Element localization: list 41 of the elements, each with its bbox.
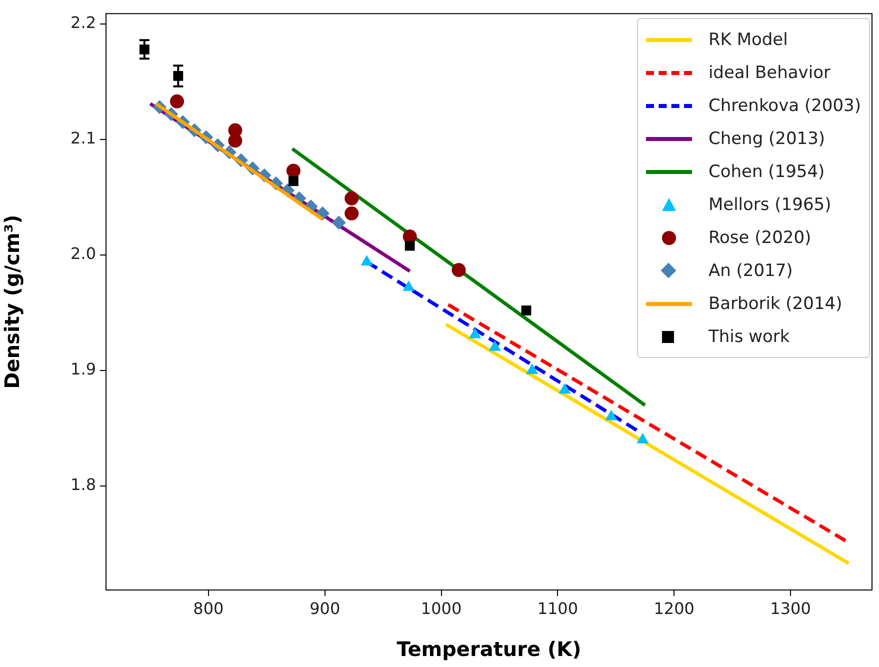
point: [344, 206, 359, 220]
point: [288, 176, 298, 186]
x-tick-label: 1300: [770, 598, 811, 618]
x-tick-label: 900: [310, 598, 340, 618]
x-tick-label: 1200: [654, 598, 694, 618]
x-tick-label: 1100: [537, 598, 578, 618]
point: [170, 94, 184, 108]
point: [402, 280, 415, 291]
legend-label: Rose (2020): [708, 228, 812, 248]
point: [521, 306, 532, 316]
y-tick-label: 2.1: [70, 128, 96, 148]
legend-label: Cheng (2013): [708, 128, 826, 148]
point: [286, 164, 300, 178]
legend-label: This work: [708, 326, 790, 346]
point: [558, 383, 571, 394]
legend-label: An (2017): [708, 260, 793, 280]
point: [344, 191, 359, 206]
point: [404, 240, 415, 251]
legend-label: ideal Behavior: [708, 62, 830, 82]
y-tick-label: 2.0: [70, 244, 96, 264]
legend-label: Chrenkova (2003): [708, 96, 861, 116]
y-axis-title: Density (g/cm³): [0, 214, 24, 389]
point: [636, 432, 649, 444]
x-tick-label: 800: [193, 598, 224, 618]
legend-label: Cohen (1954): [708, 162, 825, 182]
y-tick-label: 2.2: [70, 13, 96, 32]
point: [360, 254, 373, 266]
point: [605, 410, 618, 420]
point: [452, 263, 466, 278]
legend-label: RK Model: [708, 30, 788, 50]
point: [526, 364, 538, 374]
point: [468, 328, 482, 338]
x-tick-label: 1000: [420, 598, 462, 618]
y-tick-label: 1.8: [70, 475, 96, 494]
point: [488, 340, 501, 351]
x-axis-title: Temperature (K): [396, 637, 582, 662]
legend-label: Barborik (2014): [708, 294, 842, 314]
y-tick-label: 1.9: [70, 360, 96, 379]
point: [228, 134, 242, 148]
point: [332, 216, 346, 230]
legend-label: Mellors (1965): [708, 194, 832, 214]
